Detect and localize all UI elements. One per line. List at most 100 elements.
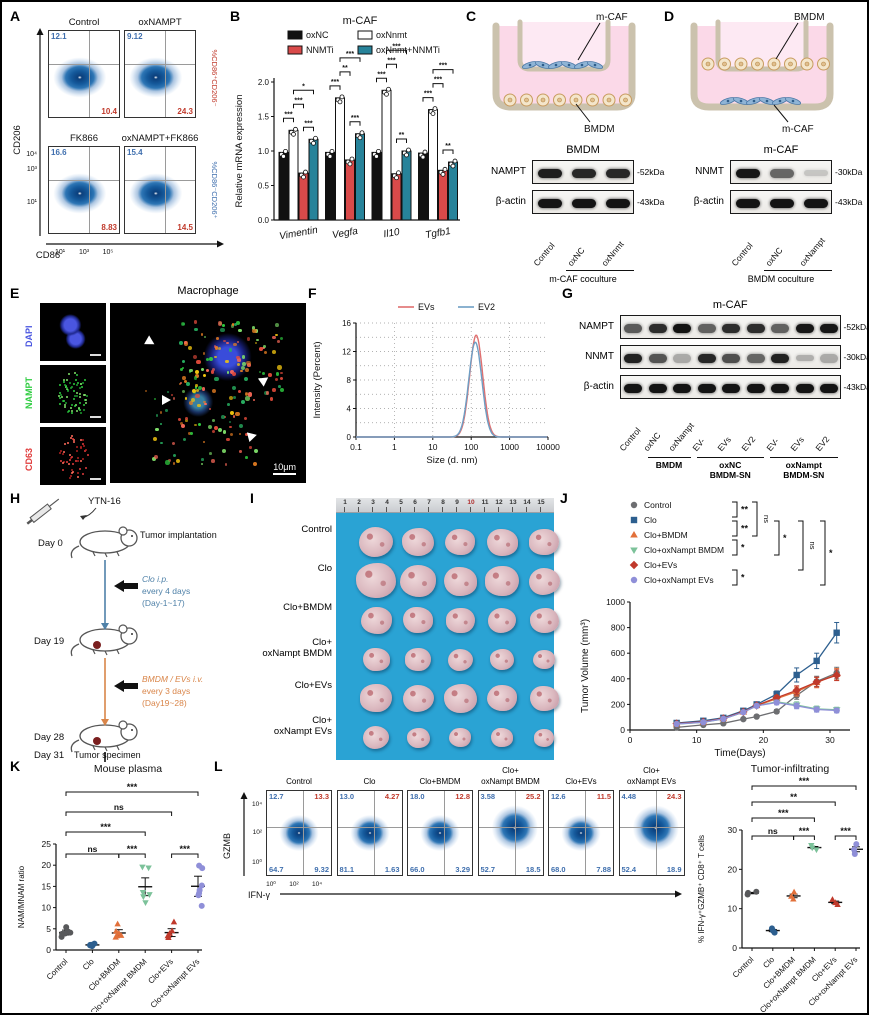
- svg-text:%CD86⁺CD206⁻: %CD86⁺CD206⁻: [210, 49, 219, 106]
- speckle: [195, 393, 200, 398]
- svg-text:GZMB: GZMB: [222, 833, 232, 859]
- ruler-number: 14: [523, 499, 531, 506]
- speckle: [75, 445, 78, 448]
- speckle: [233, 342, 237, 347]
- svg-text:*: *: [302, 83, 305, 90]
- svg-text:*: *: [741, 543, 745, 553]
- speckle: [203, 373, 207, 377]
- svg-text:10²: 10²: [253, 829, 263, 836]
- tumor-specimen: [529, 607, 559, 634]
- ruler-tick: [400, 507, 401, 512]
- svg-text:10⁰: 10⁰: [266, 880, 276, 888]
- quadrant-value-tl: 16.6: [51, 148, 67, 157]
- speckle: [212, 368, 216, 372]
- svg-text:4: 4: [347, 405, 352, 414]
- svg-text:Control: Control: [45, 957, 70, 982]
- speckle: [83, 379, 86, 382]
- quadrant-hline: [49, 64, 119, 66]
- speckle: [211, 389, 216, 394]
- ruler-tick: [414, 507, 415, 512]
- svg-text:*: *: [741, 573, 745, 583]
- speckle: [181, 367, 184, 370]
- svg-text:Time(Days): Time(Days): [714, 748, 765, 759]
- svg-text:*: *: [783, 533, 787, 543]
- svg-text:% IFN-γ⁺GZMB⁺ CD8⁺ T cells: % IFN-γ⁺GZMB⁺ CD8⁺ T cells: [697, 835, 706, 943]
- speckle: [217, 321, 222, 326]
- flow-plot-Clo: 13.0 4.27 81.1 1.63: [336, 790, 403, 876]
- blot-group-label: BMDM coculture: [747, 274, 815, 284]
- blot-group-underline: [764, 270, 832, 271]
- flow-plot-Control: 12.1 10.4: [48, 30, 120, 118]
- svg-text:10: 10: [42, 903, 52, 913]
- speckle: [279, 388, 284, 393]
- speckle: [80, 382, 83, 385]
- blot-band: [624, 353, 643, 363]
- svg-text:15: 15: [42, 881, 52, 891]
- speckle: [79, 438, 82, 441]
- svg-text:every 3 days: every 3 days: [142, 686, 190, 696]
- blot-kda-label: -43kDa: [843, 382, 869, 392]
- svg-text:***: ***: [439, 63, 447, 70]
- tumor-specimen: [405, 648, 431, 671]
- speckle: [222, 323, 225, 327]
- speckle: [182, 437, 187, 441]
- flow-plot-oxNAMPT: 9.12 24.3: [124, 30, 196, 118]
- channel-label-CD63: CD63: [24, 447, 34, 471]
- speckle: [259, 346, 264, 351]
- blot-band: [722, 353, 741, 363]
- tumor-row-label: Clo+ oxNampt EVs: [250, 715, 332, 737]
- speckle: [214, 346, 219, 350]
- panel-h-label: H: [10, 490, 21, 506]
- svg-text:400: 400: [611, 674, 625, 684]
- speckle: [232, 415, 236, 418]
- tumor-specimen: [362, 647, 390, 672]
- speckle: [222, 339, 226, 343]
- blot-band: [605, 168, 631, 178]
- quadrant-value-tl: 4.48: [621, 792, 637, 801]
- speckle: [82, 381, 85, 384]
- panel-e-title: Macrophage: [177, 285, 239, 297]
- svg-text:1.0: 1.0: [258, 147, 270, 156]
- speckle: [67, 442, 70, 445]
- flow-plot-Clo+EVs: 12.6 11.5 68.0 7.88: [548, 790, 614, 876]
- speckle: [184, 380, 188, 384]
- speckle: [81, 438, 84, 441]
- speckle: [63, 460, 66, 463]
- quadrant-value-bl: 81.1: [339, 865, 355, 874]
- speckle: [200, 333, 204, 337]
- blot-title: m-CAF: [712, 299, 748, 311]
- quadrant-hline: [337, 827, 402, 829]
- speckle: [83, 404, 86, 407]
- svg-text:Tumor Volume (mm³): Tumor Volume (mm³): [580, 619, 591, 713]
- svg-text:(Day-1~17): (Day-1~17): [142, 598, 185, 608]
- flow-plot-title: FK866: [70, 133, 98, 144]
- flow-density-blob: [478, 791, 543, 875]
- speckle: [165, 409, 169, 413]
- speckle: [254, 449, 259, 454]
- quadrant-value-tl: 18.0: [410, 792, 425, 801]
- svg-text:Intensity (Percent): Intensity (Percent): [312, 341, 323, 418]
- transwell-diagram-d: BMDM m-CAF: [690, 12, 834, 135]
- svg-text:***: ***: [387, 57, 395, 64]
- svg-text:100: 100: [464, 442, 478, 452]
- speckle: [197, 403, 201, 408]
- svg-text:10³: 10³: [27, 166, 38, 173]
- speckle: [165, 460, 170, 465]
- speckle: [63, 406, 66, 409]
- ruler-tick: [512, 507, 513, 512]
- speckle: [58, 402, 61, 405]
- speckle: [225, 359, 229, 364]
- speckle: [74, 460, 77, 463]
- speckle: [79, 387, 82, 390]
- speckle: [181, 359, 186, 364]
- ruler-tick: [498, 507, 499, 512]
- flow-title: oxNampt BMDM: [481, 777, 540, 786]
- speckle: [78, 392, 81, 395]
- ruler-tick: [358, 507, 359, 512]
- svg-text:1.5: 1.5: [258, 113, 270, 122]
- speckle: [70, 385, 73, 388]
- speckle: [233, 323, 237, 327]
- svg-text:10⁵: 10⁵: [103, 249, 114, 256]
- speckle: [70, 469, 73, 472]
- speckle: [252, 398, 255, 401]
